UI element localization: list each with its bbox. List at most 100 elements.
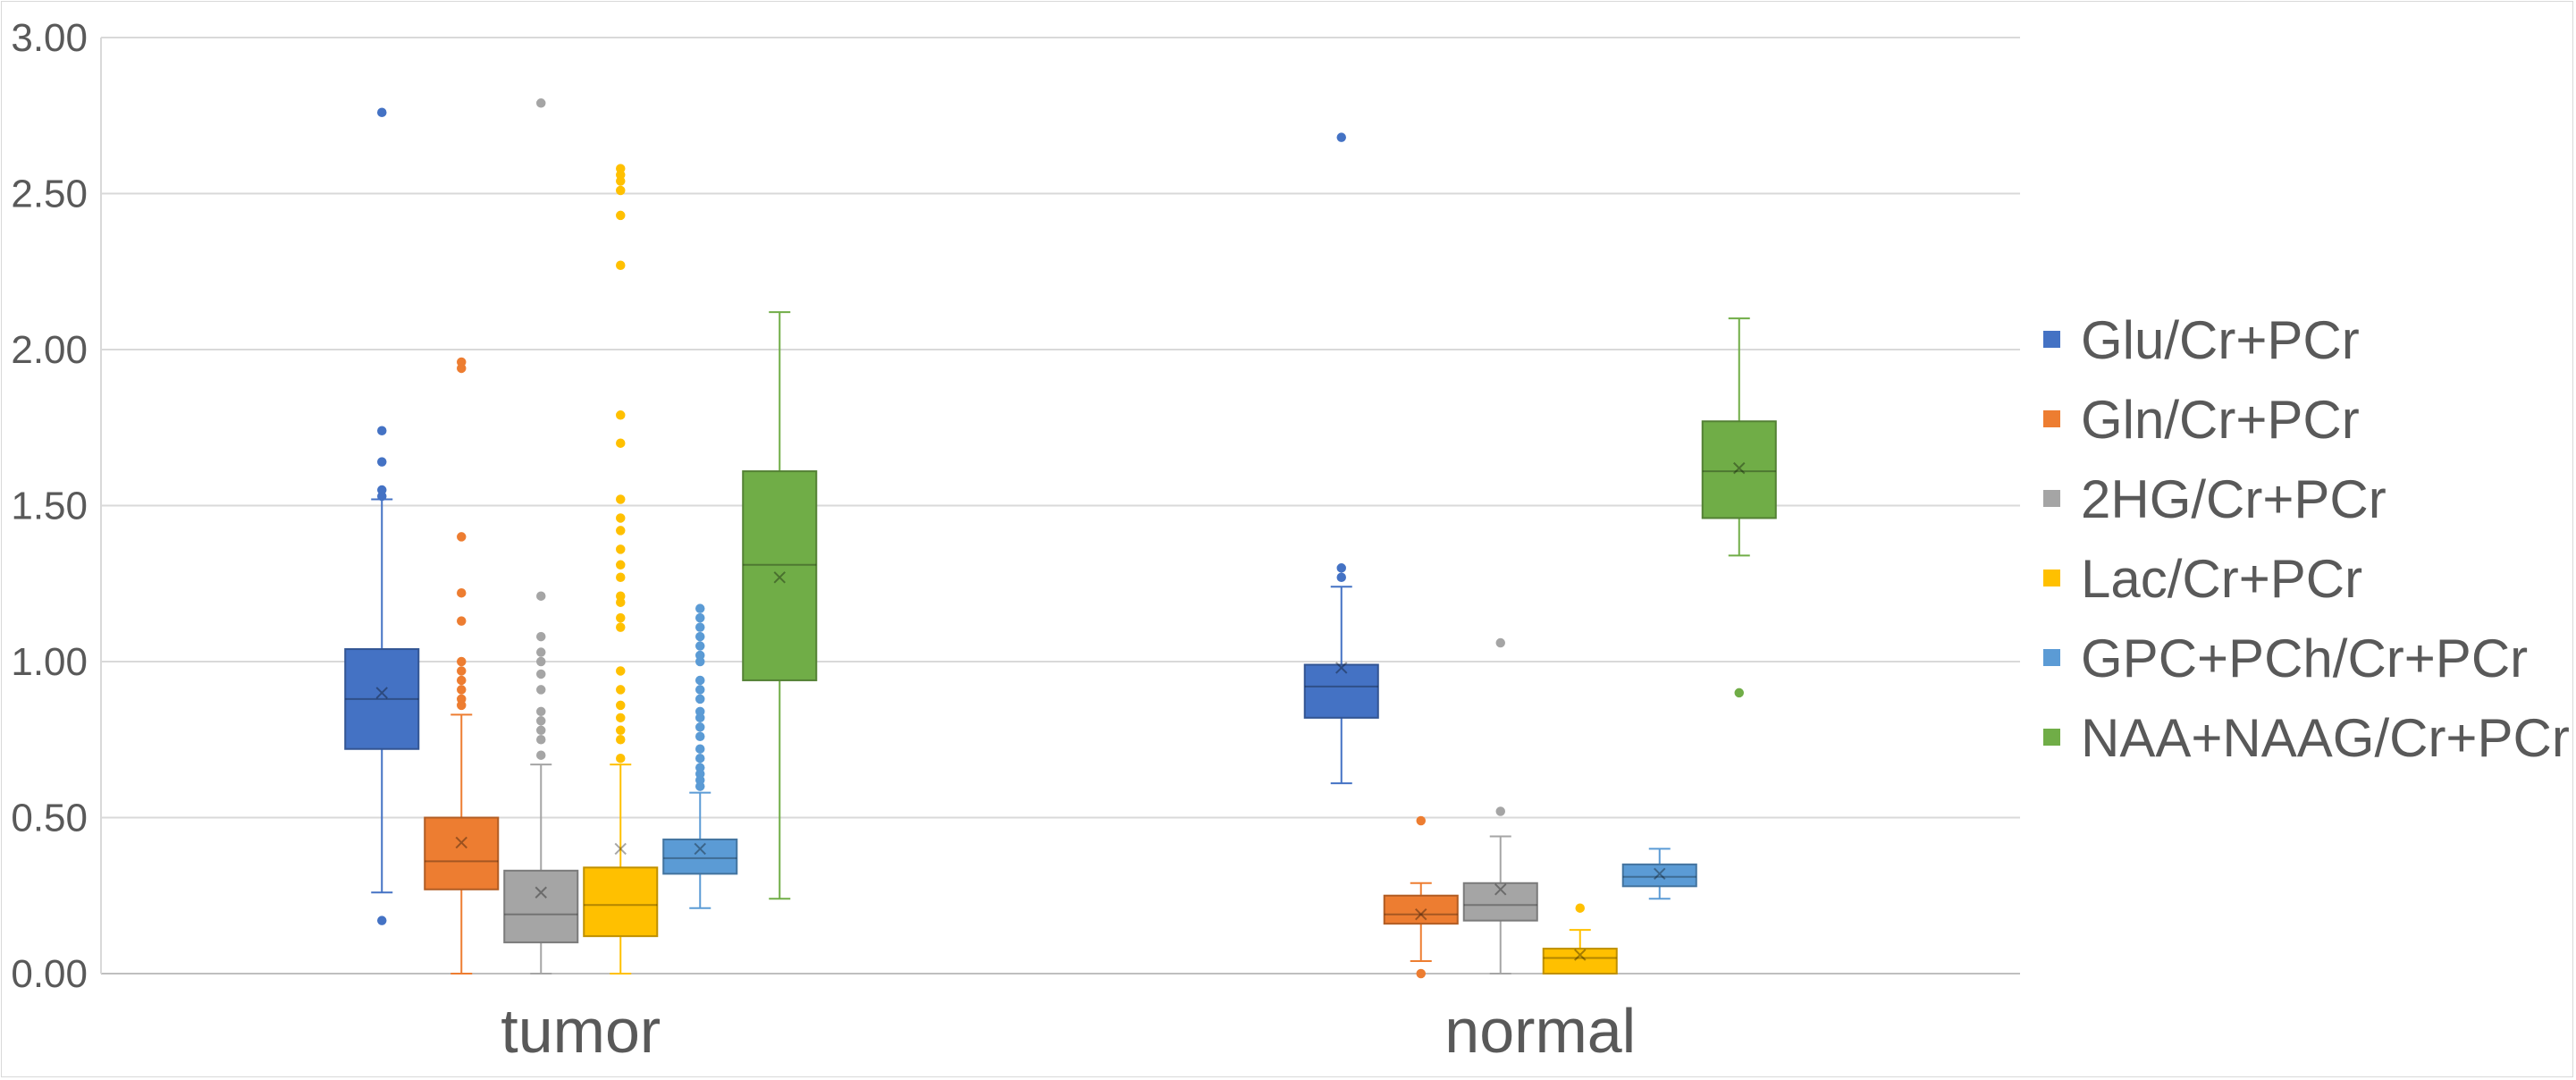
y-axis-ticks: 0.00 0.50 1.00 1.50 2.00 2.50 3.00 xyxy=(11,16,88,996)
box-outline xyxy=(1303,663,1379,719)
box-outline xyxy=(1621,863,1697,888)
box-iqr xyxy=(1542,948,1618,975)
box-outline xyxy=(1462,882,1538,922)
box-GPC+PCh/Cr+PCr-tumor xyxy=(662,603,738,909)
mean-marker xyxy=(1574,949,1587,961)
mean-marker xyxy=(1335,662,1348,674)
outlier-point xyxy=(536,656,546,667)
box-NAA+NAAG/Cr+PCr-normal xyxy=(1701,317,1777,698)
outlier-point xyxy=(536,750,546,760)
outlier-point xyxy=(695,612,705,623)
outlier-point xyxy=(1336,132,1346,142)
outlier-point xyxy=(616,260,626,271)
box-iqr xyxy=(742,470,818,681)
legend: Glu/Cr+PCr Gln/Cr+PCr 2HG/Cr+PCr Lac/Cr+PCr… xyxy=(2043,310,2570,768)
outlier-point xyxy=(616,513,626,523)
outlier-point xyxy=(536,669,546,679)
outlier-point xyxy=(695,622,705,632)
outlier-point xyxy=(1575,903,1585,913)
mean-marker xyxy=(614,842,627,856)
outlier-point xyxy=(695,722,705,732)
outlier-point xyxy=(1416,968,1426,979)
mean-marker xyxy=(535,886,547,899)
outlier-point xyxy=(695,694,705,705)
outlier-point xyxy=(616,164,626,173)
box-outline xyxy=(1383,894,1459,925)
box-outline xyxy=(1542,948,1618,975)
outlier-point xyxy=(457,656,467,667)
y-tick-label: 0.50 xyxy=(11,797,88,840)
box-outline xyxy=(424,816,500,890)
x-axis-categories: tumor normal xyxy=(501,996,1636,1066)
outlier-point xyxy=(616,185,626,196)
outlier-point xyxy=(1495,806,1505,816)
outlier-point xyxy=(1416,815,1426,826)
legend-label: Gln/Cr+PCr xyxy=(2081,390,2360,450)
box-series xyxy=(344,98,1777,979)
outlier-point xyxy=(695,731,705,742)
outlier-point xyxy=(616,700,626,711)
box-iqr xyxy=(503,869,579,944)
x-category-label: tumor xyxy=(501,996,661,1066)
mean-marker xyxy=(375,687,388,699)
outlier-point xyxy=(536,591,546,601)
mean-marker xyxy=(1415,907,1427,921)
box-outline xyxy=(583,866,659,938)
box-2HG/Cr+PCr-tumor xyxy=(503,98,579,975)
outlier-point xyxy=(616,560,626,570)
box-outline xyxy=(503,869,579,944)
legend-swatch xyxy=(2043,410,2060,427)
legend-swatch xyxy=(2043,649,2060,666)
box-iqr xyxy=(424,816,500,890)
box-Gln/Cr+PCr-normal xyxy=(1383,815,1459,979)
outlier-point xyxy=(695,603,705,613)
box-iqr xyxy=(1383,894,1459,925)
outlier-point xyxy=(616,685,626,695)
outlier-point xyxy=(616,210,626,221)
outlier-point xyxy=(457,666,467,676)
legend-swatch xyxy=(2043,570,2060,586)
box-iqr xyxy=(1462,882,1538,922)
box-outline xyxy=(662,838,738,875)
box-NAA+NAAG/Cr+PCr-tumor xyxy=(742,311,818,900)
y-tick-label: 0.00 xyxy=(11,952,88,996)
outlier-point xyxy=(536,706,546,717)
legend-swatch xyxy=(2043,331,2060,348)
y-tick-label: 1.00 xyxy=(11,640,88,684)
x-category-label: normal xyxy=(1444,996,1636,1066)
outlier-point xyxy=(377,485,387,495)
outlier-point xyxy=(457,616,467,626)
box-outline xyxy=(344,648,420,750)
box-Glu/Cr+PCr-tumor xyxy=(344,107,420,925)
outlier-point xyxy=(616,438,626,448)
outlier-point xyxy=(695,685,705,695)
legend-label: 2HG/Cr+PCr xyxy=(2081,469,2387,529)
box-GPC+PCh/Cr+PCr-normal xyxy=(1621,848,1697,900)
legend-label: Glu/Cr+PCr xyxy=(2081,310,2360,370)
outlier-point xyxy=(616,666,626,676)
outlier-point xyxy=(536,98,546,108)
outlier-point xyxy=(616,753,626,764)
box-iqr xyxy=(1621,863,1697,888)
legend-label: NAA+NAAG/Cr+PCr xyxy=(2081,708,2570,768)
box-iqr xyxy=(583,866,659,938)
y-tick-label: 1.50 xyxy=(11,485,88,528)
mean-marker xyxy=(694,842,706,856)
outlier-point xyxy=(536,716,546,726)
box-outline xyxy=(742,470,818,681)
outlier-point xyxy=(536,631,546,642)
box-Lac/Cr+PCr-tumor xyxy=(583,164,659,975)
legend-swatch xyxy=(2043,729,2060,746)
legend-swatch xyxy=(2043,490,2060,507)
outlier-point xyxy=(616,572,626,583)
legend-label: Lac/Cr+PCr xyxy=(2081,549,2362,609)
outlier-point xyxy=(616,735,626,745)
outlier-point xyxy=(695,744,705,754)
box-outline xyxy=(1701,420,1777,519)
outlier-point xyxy=(695,706,705,717)
outlier-point xyxy=(695,631,705,642)
box-iqr xyxy=(344,648,420,750)
box-2HG/Cr+PCr-normal xyxy=(1462,637,1538,975)
